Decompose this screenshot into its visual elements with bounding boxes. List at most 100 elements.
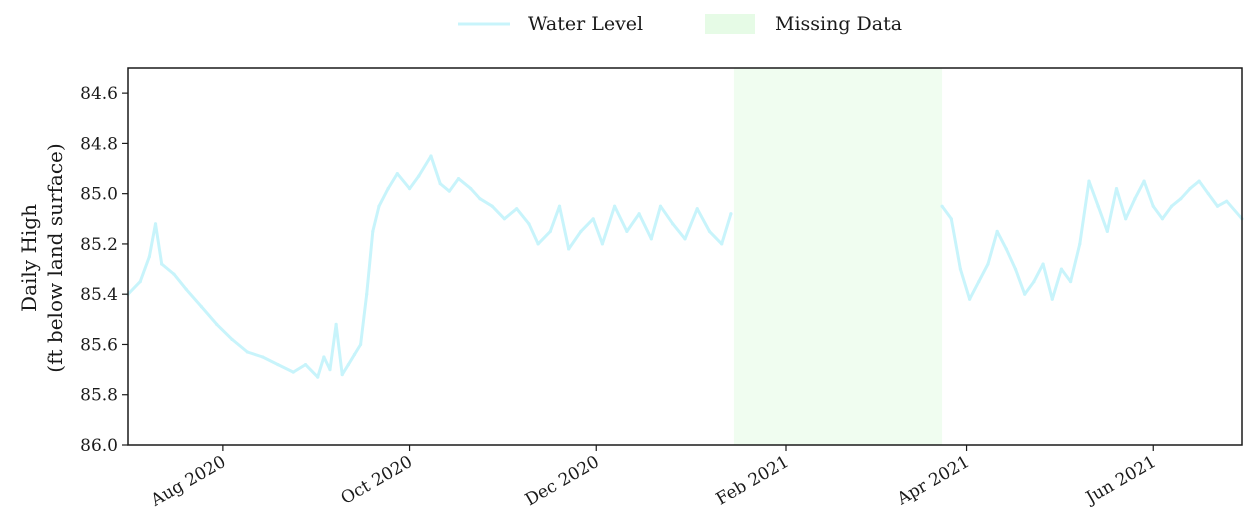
water-level-point xyxy=(160,262,164,266)
water-level-point xyxy=(328,368,332,372)
water-level-point xyxy=(371,229,375,233)
water-level-point xyxy=(1179,197,1183,201)
water-level-point xyxy=(469,187,473,191)
water-level-point xyxy=(1041,262,1045,266)
water-level-point xyxy=(417,174,421,178)
water-level-point xyxy=(1087,179,1091,183)
water-level-point xyxy=(986,262,990,266)
y-tick-label: 85.0 xyxy=(80,185,118,205)
water-level-point xyxy=(322,355,326,359)
water-level-point xyxy=(720,242,724,246)
water-level-point xyxy=(940,204,944,208)
water-level-point xyxy=(536,242,540,246)
water-level-line-segment-1 xyxy=(126,154,733,379)
y-tick-label: 86.0 xyxy=(80,436,118,456)
water-level-line-segment-2 xyxy=(940,179,1244,301)
water-level-point xyxy=(245,350,249,354)
y-axis-title: Daily High (ft below land surface) xyxy=(17,143,67,372)
water-level-point xyxy=(949,217,953,221)
water-level-point xyxy=(557,204,562,208)
water-level-point xyxy=(316,375,320,379)
water-level-point xyxy=(1133,197,1137,201)
water-level-point xyxy=(1170,204,1174,208)
water-level-point xyxy=(365,292,369,296)
water-level-point xyxy=(1142,179,1146,183)
water-level-point xyxy=(548,229,552,233)
x-tick-label: Oct 2020 xyxy=(338,452,416,509)
water-level-point xyxy=(138,280,142,284)
water-level-point xyxy=(429,154,433,158)
water-level-point xyxy=(276,362,280,367)
water-level-point xyxy=(303,362,308,367)
y-tick-label: 85.8 xyxy=(80,386,118,406)
water-level-point xyxy=(671,222,675,226)
legend-water-level-label: Water Level xyxy=(528,13,643,35)
water-level-point xyxy=(1096,204,1100,208)
water-level-point xyxy=(1023,292,1027,296)
water-level-point xyxy=(683,237,687,241)
plot-frame xyxy=(127,67,1243,446)
water-level-point xyxy=(968,297,972,301)
water-level-point xyxy=(1004,247,1008,251)
water-level-point xyxy=(625,229,629,233)
x-tick-label: Aug 2020 xyxy=(147,452,230,511)
water-level-point xyxy=(1124,217,1128,221)
water-level-point xyxy=(1105,229,1109,233)
y-axis: 84.6 84.8 85.0 85.2 85.4 85.6 85.8 86.0 xyxy=(80,84,128,456)
water-level-point xyxy=(490,204,494,208)
water-level-point xyxy=(958,267,963,271)
water-level-point xyxy=(695,207,699,211)
water-level-point xyxy=(649,237,653,241)
water-level-point xyxy=(502,217,507,221)
water-level-point xyxy=(447,189,451,193)
water-level-point xyxy=(215,322,219,326)
water-level-point xyxy=(527,222,531,226)
water-level-point xyxy=(1160,217,1165,221)
water-level-point xyxy=(977,280,981,284)
y-tick-label: 85.2 xyxy=(80,235,118,255)
water-level-point xyxy=(172,272,176,276)
water-level-point xyxy=(729,212,733,216)
water-level-point xyxy=(600,242,604,246)
water-level-point xyxy=(407,187,412,191)
legend-missing-data-label: Missing Data xyxy=(775,13,902,35)
water-level-point xyxy=(613,204,617,208)
legend-missing-data-swatch xyxy=(705,14,755,34)
missing-data-band xyxy=(733,68,943,445)
water-level-point xyxy=(1032,280,1036,284)
water-level-point xyxy=(334,322,338,326)
x-tick-label: Apr 2021 xyxy=(893,452,973,510)
water-level-point xyxy=(199,305,204,309)
legend: Water Level Missing Data xyxy=(458,13,902,35)
x-tick-label: Feb 2021 xyxy=(713,452,793,510)
water-level-point xyxy=(377,204,381,208)
y-tick-label: 85.6 xyxy=(80,335,118,355)
y-tick-label: 85.4 xyxy=(80,285,118,305)
water-level-point xyxy=(1188,187,1192,191)
water-level-point xyxy=(346,362,350,367)
water-level-point xyxy=(567,247,571,251)
y-axis-title-line2: (ft below land surface) xyxy=(43,143,67,372)
water-level-point xyxy=(261,355,265,359)
x-axis: Aug 2020 Oct 2020 Dec 2020 Feb 2021 Apr 2021… xyxy=(147,445,1160,511)
water-level-point xyxy=(591,217,595,221)
water-level-point xyxy=(395,171,399,176)
water-level-point xyxy=(478,197,482,201)
water-level-point xyxy=(1059,267,1064,271)
y-tick-label: 84.6 xyxy=(80,84,118,104)
water-level-point xyxy=(658,204,663,208)
water-level-point xyxy=(230,337,234,342)
water-level-point xyxy=(456,176,461,181)
water-level-point xyxy=(1197,179,1201,183)
water-level-point xyxy=(995,229,999,233)
water-level-point xyxy=(340,373,344,377)
water-level-point xyxy=(153,222,158,226)
water-level-point xyxy=(637,212,641,216)
water-level-point xyxy=(1069,280,1073,284)
water-level-point xyxy=(707,229,712,233)
y-tick-label: 84.8 xyxy=(80,134,118,154)
water-level-point xyxy=(386,187,390,191)
water-level-point xyxy=(1206,192,1210,196)
water-level-point xyxy=(1114,187,1119,191)
